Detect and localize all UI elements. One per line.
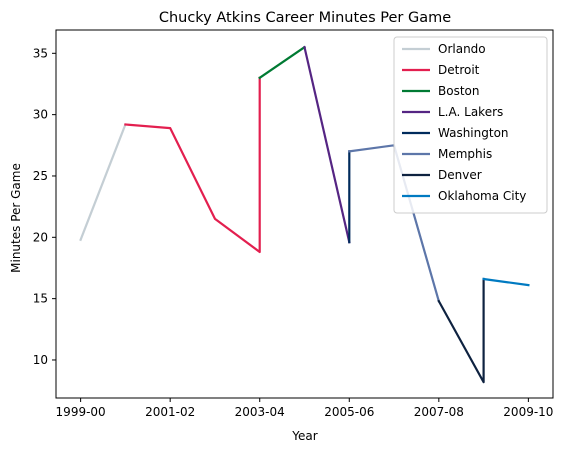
y-tick-label: 10	[33, 353, 48, 367]
legend-label-2: Boston	[438, 84, 479, 98]
x-tick-label: 2007-08	[414, 405, 464, 419]
series-layer	[79, 45, 530, 384]
legend-label-5: Memphis	[438, 147, 492, 161]
x-tick-label: 2001-02	[145, 405, 195, 419]
series-line-2	[258, 45, 307, 80]
y-tick-label: 25	[33, 169, 48, 183]
legend-label-6: Denver	[438, 168, 482, 182]
legend-box	[393, 36, 548, 214]
x-axis: 1999-00 2001-02 2003-04 2005-06 2007-08 2009-…	[56, 398, 553, 419]
x-tick-label: 2009-10	[503, 405, 553, 419]
y-tick-label: 15	[33, 292, 48, 306]
y-tick-label: 30	[33, 108, 48, 122]
series-line-1	[124, 76, 261, 254]
y-tick-label: 20	[33, 230, 48, 244]
chart-title: Chucky Atkins Career Minutes Per Game	[159, 10, 451, 26]
legend-label-4: Washington	[438, 126, 509, 140]
legend-label-0: Orlando	[438, 42, 486, 56]
series-line-0	[79, 123, 127, 242]
x-tick-label: 1999-00	[56, 405, 106, 419]
x-tick-label: 2005-06	[324, 405, 374, 419]
series-line-7	[482, 277, 530, 287]
x-tick-label: 2003-04	[235, 405, 285, 419]
legend: Orlando Detroit Boston L.A. Lakers Washingto…	[393, 36, 548, 214]
plot-area	[55, 29, 554, 399]
x-axis-title: Year	[291, 429, 317, 443]
legend-label-7: Oklahoma City	[438, 189, 526, 203]
series-line-3	[303, 45, 351, 244]
legend-label-3: L.A. Lakers	[438, 105, 503, 119]
y-tick-label: 35	[33, 46, 48, 60]
legend-label-1: Detroit	[438, 63, 480, 77]
y-axis-title: Minutes Per Game	[9, 163, 23, 273]
series-line-6	[437, 277, 485, 384]
y-axis: 10 15 20 25 30 35	[33, 46, 56, 367]
